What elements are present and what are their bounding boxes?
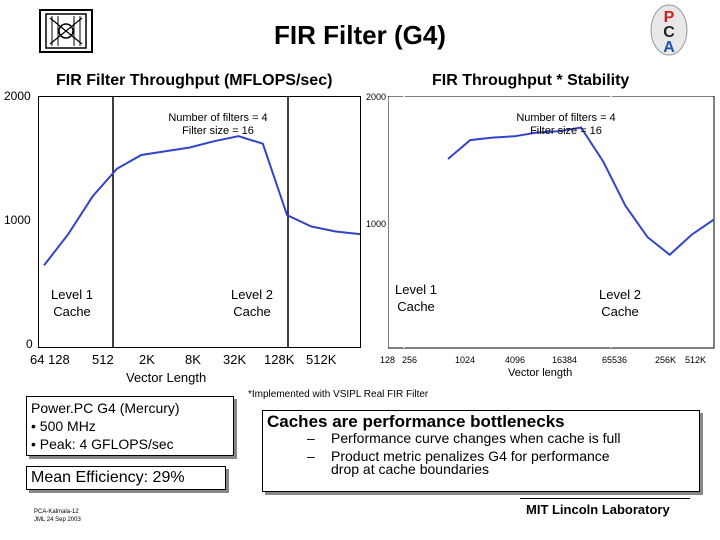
footer-line1: PCA-Kalmala-12 bbox=[34, 509, 79, 515]
right-level1-line1: Level 1 bbox=[395, 282, 437, 297]
right-config-filters: Number of filters = 4 bbox=[516, 112, 616, 124]
conclusion-dash-1: – bbox=[307, 430, 315, 446]
right-xtick-256k: 256K bbox=[655, 355, 677, 365]
right-xtick-512k: 512K bbox=[685, 355, 707, 365]
left-ytick-2000: 2000 bbox=[4, 89, 31, 103]
left-level2-label: Level 2 Cache bbox=[222, 286, 282, 320]
conclusion-bullet-1: Performance curve changes when cache is … bbox=[331, 430, 621, 446]
right-series-line bbox=[447, 126, 715, 257]
right-ytick-2000: 2000 bbox=[366, 92, 387, 102]
right-xtick-16384: 16384 bbox=[552, 355, 578, 365]
right-xtick-1024: 1024 bbox=[455, 355, 476, 365]
left-chart-heading: FIR Filter Throughput (MFLOPS/sec) bbox=[56, 72, 333, 89]
conclusion-bullet-2-line1: Product metric penalizes G4 for performa… bbox=[331, 448, 610, 464]
left-config-note: Number of filters = 4 Filter size = 16 bbox=[148, 112, 288, 138]
right-xtick-256: 256 bbox=[402, 355, 418, 365]
conclusions-title: Caches are performance bottlenecks bbox=[267, 412, 565, 431]
left-level1-line1: Level 1 bbox=[51, 287, 93, 302]
right-level2-label: Level 2 Cache bbox=[590, 286, 650, 320]
left-ytick-0: 0 bbox=[26, 337, 33, 351]
footer-line2: JML 24 Sep 2003 bbox=[34, 517, 81, 523]
left-xtick-64: 64 bbox=[30, 352, 45, 367]
left-xtick-128: 128 bbox=[48, 352, 70, 367]
processor-peak: • Peak: 4 GFLOPS/sec bbox=[31, 436, 174, 452]
slide-title: FIR Filter (G4) bbox=[274, 20, 446, 50]
lincoln-logo-icon bbox=[38, 8, 94, 54]
pca-letter-p: P bbox=[664, 9, 675, 26]
conclusion-dash-2: – bbox=[307, 448, 315, 464]
mit-lincoln-label: MIT Lincoln Laboratory bbox=[526, 502, 670, 517]
left-level2-line1: Level 2 bbox=[231, 287, 273, 302]
right-chart-heading: FIR Throughput * Stability bbox=[432, 72, 630, 89]
right-chart-plot bbox=[388, 96, 715, 349]
mean-efficiency-box: Mean Efficiency: 29% bbox=[26, 466, 226, 490]
slide-footer-meta: PCA-Kalmala-12 JML 24 Sep 2003 bbox=[34, 508, 81, 524]
right-config-note: Number of filters = 4 Filter size = 16 bbox=[496, 112, 636, 138]
left-xtick-128k: 128K bbox=[264, 352, 295, 367]
right-config-size: Filter size = 16 bbox=[530, 125, 602, 137]
left-xtick-2k: 2K bbox=[139, 352, 155, 367]
pca-logo-icon: P C A bbox=[650, 4, 688, 56]
vsipl-footnote: *Implemented with VSIPL Real FIR Filter bbox=[248, 389, 429, 400]
left-level1-label: Level 1 Cache bbox=[44, 286, 100, 320]
pca-letter-a: A bbox=[663, 39, 675, 56]
left-ytick-1000: 1000 bbox=[4, 213, 31, 227]
right-xtick-128: 128 bbox=[380, 355, 396, 365]
footer-rule bbox=[520, 498, 690, 499]
left-level1-line2: Cache bbox=[53, 304, 91, 319]
left-level2-line2: Cache bbox=[233, 304, 271, 319]
right-xaxis-label: Vector length bbox=[508, 367, 573, 379]
conclusions-box: Caches are performance bottlenecks – Per… bbox=[262, 410, 700, 492]
right-level1-line2: Cache bbox=[397, 299, 435, 314]
left-xtick-512: 512 bbox=[92, 352, 114, 367]
processor-clock: • 500 MHz bbox=[31, 418, 96, 434]
conclusion-bullet-2-line2: drop at cache boundaries bbox=[331, 461, 489, 477]
left-xtick-8k: 8K bbox=[185, 352, 201, 367]
left-xtick-512k: 512K bbox=[306, 352, 337, 367]
pca-letter-c: C bbox=[663, 24, 675, 41]
left-series-line bbox=[43, 135, 361, 267]
right-level2-line2: Cache bbox=[601, 304, 639, 319]
processor-name: Power.PC G4 (Mercury) bbox=[31, 400, 180, 416]
left-xtick-32k: 32K bbox=[223, 352, 247, 367]
right-level2-line1: Level 2 bbox=[599, 287, 641, 302]
right-ytick-1000: 1000 bbox=[366, 219, 387, 229]
processor-info-box: Power.PC G4 (Mercury) • 500 MHz • Peak: … bbox=[26, 396, 234, 456]
left-config-filters: Number of filters = 4 bbox=[168, 112, 268, 124]
left-xaxis-label: Vector Length bbox=[126, 370, 207, 385]
right-xtick-4096: 4096 bbox=[505, 355, 526, 365]
left-config-size: Filter size = 16 bbox=[182, 125, 254, 137]
right-xtick-65536: 65536 bbox=[602, 355, 628, 365]
right-level1-label: Level 1 Cache bbox=[388, 281, 444, 315]
left-chart-plot bbox=[38, 96, 361, 348]
